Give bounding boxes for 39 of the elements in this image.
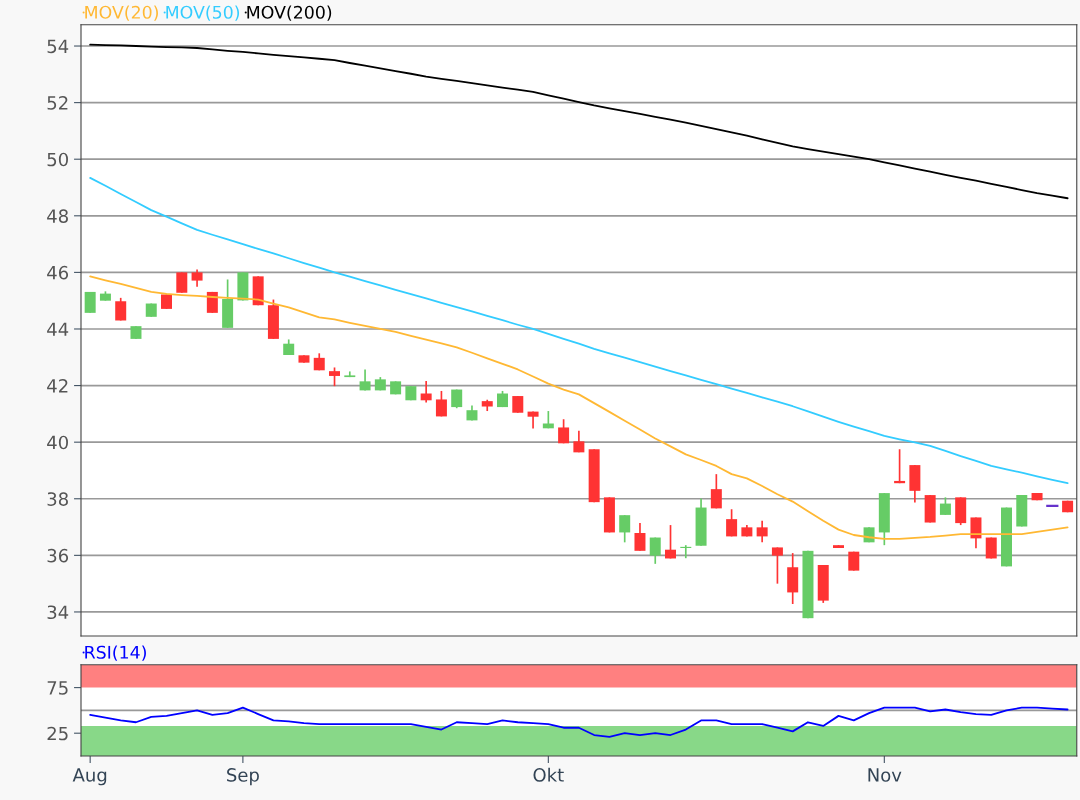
legend-label: MOV(20) [85,5,158,21]
candlestick [771,546,783,585]
candlestick [176,271,188,294]
y-tick-label: 50 [47,152,68,167]
candlestick [726,508,738,538]
x-tick-label: Sep [227,768,259,786]
y-tick-label: 48 [47,209,68,223]
y-tick-label: 34 [47,605,69,620]
candlestick [970,516,982,550]
x-tick-label: Aug [72,768,107,786]
y-tick-label: 46 [47,265,69,280]
candlestick [435,390,447,418]
candlestick [649,536,661,565]
x-tick-label: Okt [533,767,564,782]
candlestick [329,366,341,387]
candlestick [558,418,570,445]
y-tick-label: 36 [47,548,69,563]
legend-label: RSI(14) [85,645,146,661]
candlestick [634,522,646,552]
line-series [89,275,1069,540]
y-tick-label: 54 [47,39,69,54]
legend-label: MOV(50) [166,5,240,21]
y-tick-label: 75 [47,681,68,695]
candlestick [619,514,631,544]
candlestick [665,524,677,560]
candlestick [680,544,692,560]
y-tick-label: 25 [47,726,68,741]
x-tick-label: Nov [868,768,902,782]
candlestick [756,519,768,544]
y-tick-label: 38 [47,492,68,506]
y-tick-label: 42 [47,379,68,393]
candlestick [710,473,722,510]
y-tick-label: 40 [47,435,68,450]
y-tick-label: 44 [47,322,69,336]
line-series [89,176,1069,485]
legend-label: MOV(200) [247,5,332,21]
y-tick-label: 52 [47,96,68,110]
line-series [89,706,1069,738]
line-series [89,43,1069,200]
